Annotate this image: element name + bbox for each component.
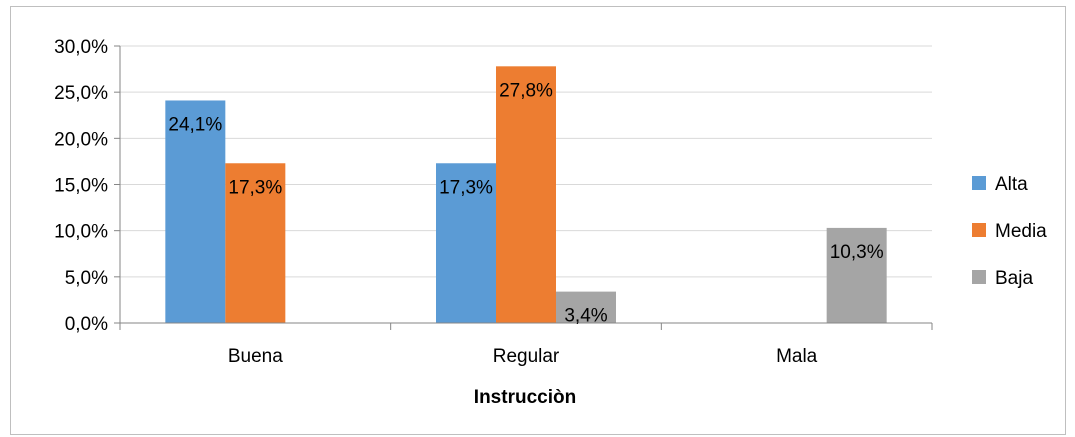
bars	[165, 66, 887, 324]
bar-baja	[556, 291, 616, 323]
data-label: 10,3%	[830, 242, 884, 263]
bar-alta	[165, 100, 226, 323]
legend-label: Media	[995, 221, 1047, 242]
legend: Alta Media Baja	[972, 174, 1047, 289]
data-label: 17,3%	[228, 177, 282, 198]
bar-media	[496, 66, 556, 324]
data-label: 24,1%	[168, 114, 222, 135]
legend-swatch	[972, 270, 986, 284]
bar-baja	[826, 227, 887, 323]
legend-swatch	[972, 223, 986, 237]
legend-label: Baja	[995, 268, 1033, 289]
y-tick-label: 30,0%	[54, 37, 108, 58]
x-category-label: Buena	[228, 346, 283, 367]
y-tick-label: 0,0%	[65, 314, 108, 335]
y-tick-label: 5,0%	[65, 268, 108, 289]
axes: 0,0% 5,0% 10,0% 15,0% 20,0% 25,0% 30,0% Buena Re…	[54, 37, 933, 367]
y-tick-label: 15,0%	[54, 176, 108, 197]
x-axis-title: Instrucciòn	[474, 387, 576, 408]
labels: 24,1% 17,3% 17,3% 27,8% 3,4% 10,3%	[168, 80, 883, 326]
y-tick-label: 10,0%	[54, 222, 108, 243]
y-tick-label: 20,0%	[54, 129, 108, 150]
bar-media	[225, 163, 286, 323]
data-label: 27,8%	[499, 80, 553, 101]
data-label: 3,4%	[564, 306, 607, 327]
x-category-label: Regular	[493, 346, 560, 367]
legend-swatch	[972, 176, 986, 190]
x-category-label: Mala	[776, 346, 818, 367]
bar-alta	[436, 163, 496, 323]
data-label: 17,3%	[439, 177, 493, 198]
y-tick-label: 25,0%	[54, 83, 108, 104]
legend-label: Alta	[995, 174, 1028, 195]
